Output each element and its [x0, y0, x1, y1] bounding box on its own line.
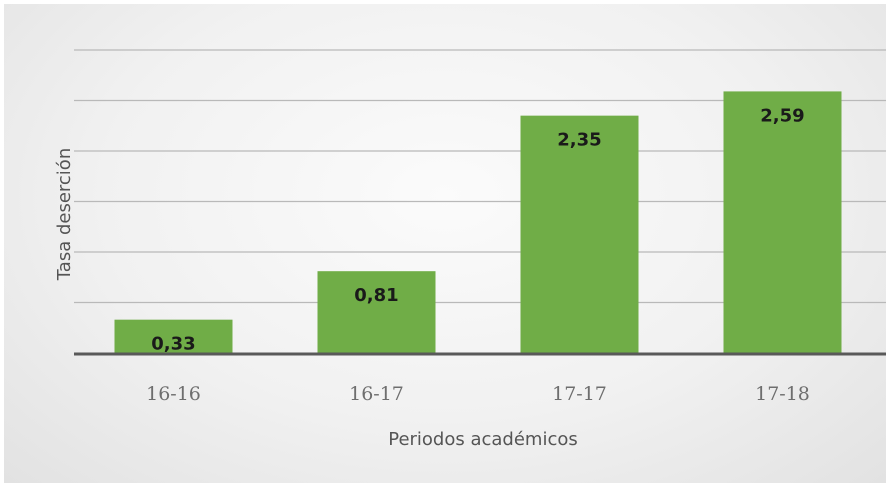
x-tick-label: 16-17	[349, 383, 404, 405]
chart-area: 0,33 0,81 2,35 2,59 16-16 16-17 17-17 17-18 Pe…	[4, 4, 886, 483]
value-label-16-17: 0,81	[354, 285, 398, 306]
value-label-16-16: 0,33	[151, 334, 195, 355]
x-axis-title: Periodos académicos	[388, 429, 578, 450]
bar-16-16	[114, 319, 233, 353]
bar-17-18	[723, 91, 842, 353]
x-tick-label: 16-16	[146, 383, 201, 405]
x-tick-label: 17-18	[755, 383, 810, 405]
bars	[114, 91, 842, 354]
x-tick-label: 17-17	[552, 383, 607, 405]
value-label-17-18: 2,59	[760, 105, 804, 126]
bar-16-17	[317, 271, 436, 353]
value-labels: 0,33 0,81 2,35 2,59	[151, 105, 804, 354]
y-axis-title: Tasa deserción	[54, 148, 75, 281]
bar-17-17	[520, 115, 639, 354]
value-label-17-17: 2,35	[557, 130, 601, 151]
x-tick-labels: 16-16 16-17 17-17 17-18	[146, 383, 810, 405]
bar-chart: 0,33 0,81 2,35 2,59 16-16 16-17 17-17 17-18 Pe…	[54, 49, 886, 450]
